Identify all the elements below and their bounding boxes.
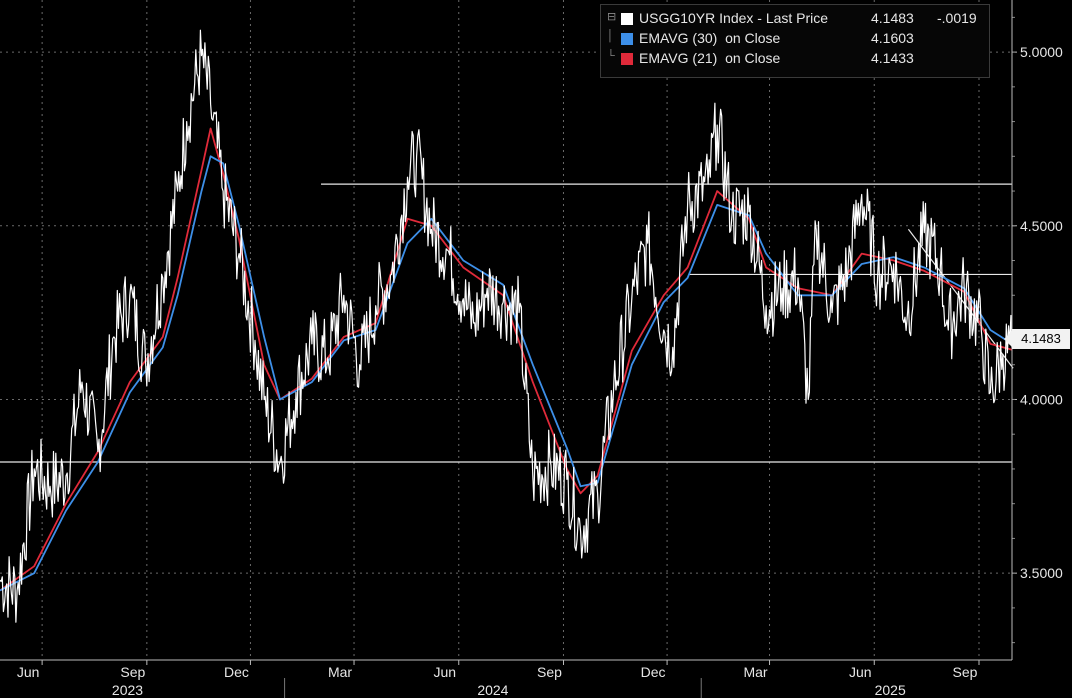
x-tick-label: Jun bbox=[849, 664, 872, 680]
legend-value: 4.1483 bbox=[871, 10, 914, 26]
legend-label: EMAVG (21) on Close bbox=[639, 50, 781, 66]
legend-item-last-price: ⊟ USGG10YR Index - Last Price 4.1483 -.0… bbox=[607, 10, 977, 28]
x-tick-label: Jun bbox=[17, 664, 40, 680]
legend-item-emavg-21: └ EMAVG (21) on Close 4.1433 bbox=[607, 50, 914, 68]
x-tick-label: Sep bbox=[537, 664, 562, 680]
legend-value: 4.1603 bbox=[871, 30, 914, 46]
legend-swatch-last-price bbox=[621, 13, 633, 25]
legend-box: ⊟ USGG10YR Index - Last Price 4.1483 -.0… bbox=[600, 4, 990, 78]
y-axis: 3.5000 4.0000 4.5000 5.0000 bbox=[1011, 0, 1063, 660]
legend-swatch-emavg-30 bbox=[621, 33, 633, 45]
legend-value: 4.1433 bbox=[871, 50, 914, 66]
y-tick-label: 4.0000 bbox=[1020, 391, 1063, 407]
y-tick-label: 5.0000 bbox=[1020, 44, 1063, 60]
x-tick-label: Dec bbox=[224, 664, 249, 680]
y-tick-label: 3.5000 bbox=[1020, 565, 1063, 581]
x-tick-label: Jun bbox=[433, 664, 456, 680]
x-tick-label: Mar bbox=[328, 664, 352, 680]
x-year-label: 2025 bbox=[875, 682, 906, 698]
legend-swatch-emavg-21 bbox=[621, 53, 633, 65]
legend-label: USGG10YR Index - Last Price bbox=[639, 10, 829, 26]
series-lines bbox=[0, 29, 1013, 623]
legend-label: EMAVG (30) on Close bbox=[639, 30, 781, 46]
x-tick-label: Mar bbox=[743, 664, 767, 680]
x-tick-label: Dec bbox=[641, 664, 666, 680]
x-year-label: 2023 bbox=[112, 682, 143, 698]
x-tick-label: Sep bbox=[120, 664, 145, 680]
series-last-price bbox=[0, 29, 1013, 623]
last-price-tag: 4.1483 bbox=[1004, 329, 1070, 349]
legend-bracket-icon: │ bbox=[607, 30, 614, 42]
x-axis: Jun Sep Dec Mar Jun Sep Dec Mar Jun Sep 2023 2024 20… bbox=[0, 659, 1012, 698]
legend-change: -.0019 bbox=[937, 10, 977, 26]
x-tick-label: Sep bbox=[953, 664, 978, 680]
legend-bracket-icon: └ bbox=[607, 50, 615, 62]
y-tick-label: 4.5000 bbox=[1020, 218, 1063, 234]
legend-item-emavg-30: │ EMAVG (30) on Close 4.1603 bbox=[607, 30, 914, 48]
x-year-label: 2024 bbox=[477, 682, 508, 698]
legend-bracket-icon: ⊟ bbox=[607, 11, 617, 23]
